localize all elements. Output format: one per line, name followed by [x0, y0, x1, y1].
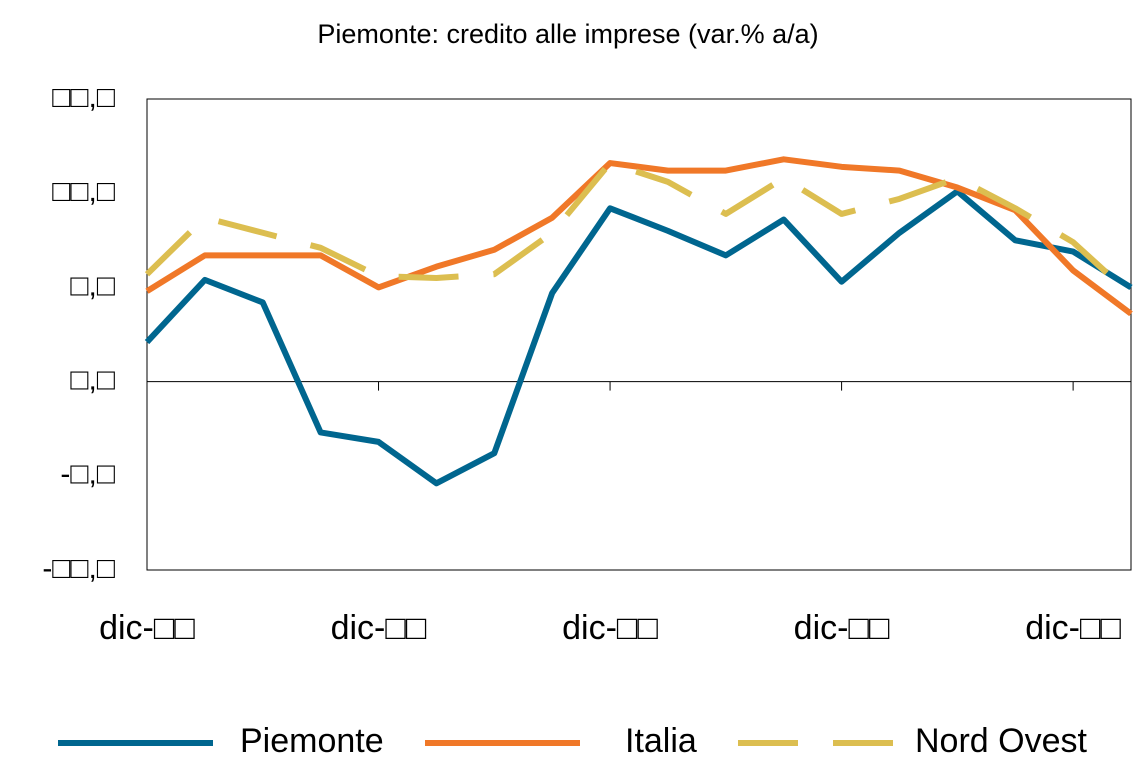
line-series [144, 188, 1133, 487]
x-tick-label: dic-□□ [562, 609, 658, 647]
plot-frame [146, 98, 1132, 571]
y-tick-label: □,□ [70, 364, 115, 397]
y-tick-label: -□□,□ [42, 552, 116, 585]
x-tick-label: dic-□□ [99, 609, 195, 647]
legend-label: Nord Ovest [915, 722, 1087, 760]
line-series [144, 160, 1134, 298]
y-tick-label: -□,□ [60, 458, 115, 491]
x-tick-label: dic-□□ [331, 609, 427, 647]
legend-label: Italia [625, 722, 697, 760]
legend-label: Piemonte [240, 722, 384, 760]
x-tick-label: dic-□□ [794, 609, 890, 647]
chart-title: Piemonte: credito alle imprese (var.% a/… [317, 19, 818, 49]
line-series [145, 156, 1133, 317]
x-tick-label: dic-□□ [1025, 609, 1121, 647]
y-tick-label: □□,□ [52, 175, 116, 208]
y-tick-label: □□,□ [52, 81, 116, 114]
y-tick-label: □,□ [70, 269, 115, 302]
